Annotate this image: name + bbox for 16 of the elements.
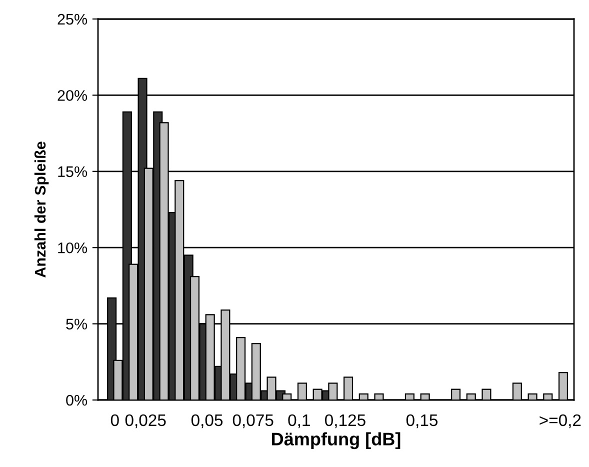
- x-tick-label: 0,025: [125, 414, 166, 428]
- x-tick-label: >=0,2: [540, 414, 581, 428]
- y-tick-label: 25%: [58, 14, 88, 25]
- x-tick-label: 0,075: [232, 414, 274, 428]
- x-tick-label: 0,05: [191, 414, 223, 428]
- y-tick-label: 20%: [58, 90, 88, 101]
- y-tick-label: 10%: [58, 242, 88, 254]
- x-tick-label: 0,15: [406, 414, 438, 428]
- y-tick-label: 0%: [66, 394, 88, 406]
- x-tick-label: 0: [110, 414, 119, 426]
- y-axis-title: Anzahl der Spleiße: [34, 142, 49, 278]
- y-tick-label: 5%: [66, 318, 88, 330]
- x-axis-title: Dämpfung [dB]: [272, 432, 400, 450]
- x-tick-label: 0,125: [325, 414, 366, 428]
- y-tick-label: 15%: [58, 166, 88, 178]
- x-tick-label: 0,1: [288, 414, 310, 428]
